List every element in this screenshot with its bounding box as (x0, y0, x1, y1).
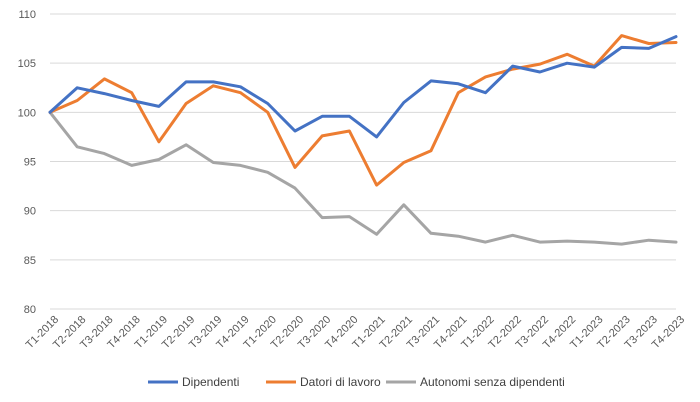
y-axis-ticks: 80 85 90 95 100 105 110 (18, 9, 36, 316)
y-tick-label: 90 (24, 206, 36, 218)
legend-item-2: Autonomi senza dipendenti (386, 375, 565, 389)
legend-label: Autonomi senza dipendenti (420, 375, 565, 389)
series-line-1 (48, 34, 678, 187)
y-tick-label: 105 (18, 58, 36, 70)
series-line-0 (48, 35, 678, 139)
legend: Dipendenti Datori di lavoro Autonomi senza… (148, 375, 565, 389)
legend-label: Datori di lavoro (300, 375, 381, 389)
series-line-2 (48, 110, 678, 246)
y-tick-label: 100 (18, 107, 36, 119)
legend-item-1: Datori di lavoro (266, 375, 381, 389)
legend-label: Dipendenti (182, 375, 239, 389)
y-tick-label: 110 (18, 9, 36, 21)
x-axis-ticks: T1-2018T2-2018T3-2018T4-2018T1-2019T2-20… (24, 314, 687, 351)
legend-item-0: Dipendenti (148, 375, 239, 389)
y-tick-label: 80 (24, 304, 36, 316)
series-lines (48, 34, 678, 246)
y-tick-label: 85 (24, 255, 36, 267)
y-tick-label: 95 (24, 157, 36, 169)
